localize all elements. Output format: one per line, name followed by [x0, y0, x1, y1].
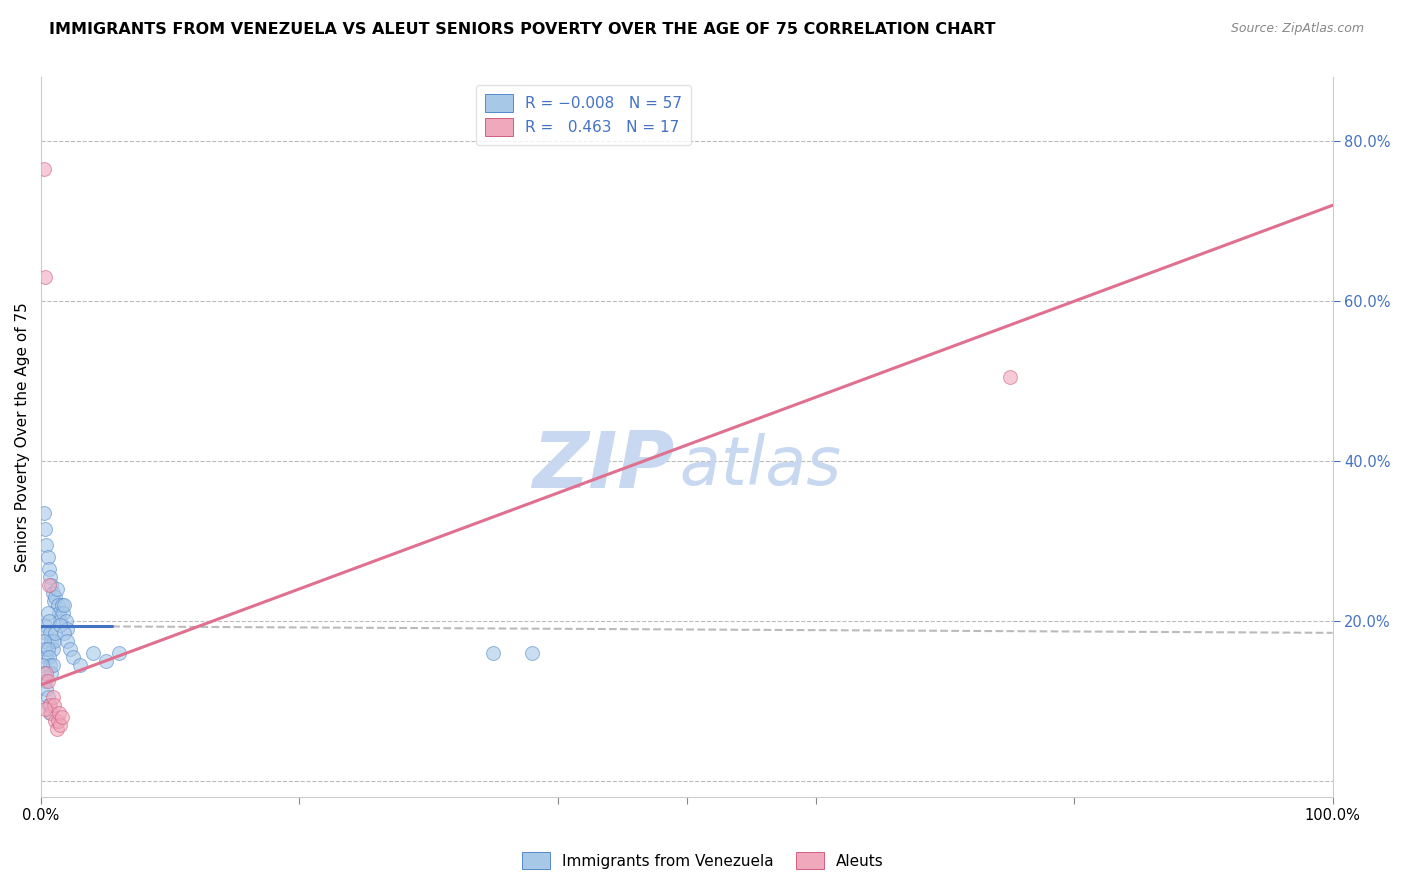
Point [56, 633, 79, 648]
Point [52, 606, 75, 620]
Point [39, 570, 62, 584]
Point [41, 665, 63, 680]
Point [82, 646, 104, 660]
Point [49, 718, 72, 732]
Point [34, 522, 56, 536]
Point [55, 614, 77, 628]
Point [56, 622, 79, 636]
Point [37, 673, 59, 688]
Point [34, 641, 56, 656]
Point [42, 690, 65, 704]
Text: ZIP: ZIP [531, 428, 673, 504]
Point [42, 698, 65, 712]
Point [38, 649, 60, 664]
Point [44, 714, 66, 728]
Point [34, 673, 56, 688]
Point [38, 578, 60, 592]
Point [107, 646, 129, 660]
Point [32, 506, 55, 520]
Point [48, 706, 70, 720]
Point [482, 646, 505, 660]
Point [53, 598, 76, 612]
Point [51, 710, 73, 724]
Point [520, 646, 543, 660]
Text: IMMIGRANTS FROM VENEZUELA VS ALEUT SENIORS POVERTY OVER THE AGE OF 75 CORRELATIO: IMMIGRANTS FROM VENEZUELA VS ALEUT SENIO… [49, 22, 995, 37]
Point [35, 625, 58, 640]
Point [45, 582, 67, 596]
Point [37, 641, 59, 656]
Point [94, 654, 117, 668]
Text: atlas: atlas [531, 433, 841, 499]
Point [32, 633, 55, 648]
Point [34, 270, 56, 285]
Point [39, 706, 62, 720]
Point [38, 614, 60, 628]
Legend: Immigrants from Venezuela, Aleuts: Immigrants from Venezuela, Aleuts [516, 846, 890, 875]
Point [37, 606, 59, 620]
Point [38, 562, 60, 576]
Point [42, 641, 65, 656]
Point [32, 162, 55, 177]
Point [37, 690, 59, 704]
Point [45, 722, 67, 736]
Point [39, 625, 62, 640]
Point [34, 702, 56, 716]
Point [46, 598, 69, 612]
Y-axis label: Seniors Poverty Over the Age of 75: Seniors Poverty Over the Age of 75 [15, 302, 30, 572]
Point [69, 657, 91, 672]
Point [42, 657, 65, 672]
Point [44, 625, 66, 640]
Text: Source: ZipAtlas.com: Source: ZipAtlas.com [1230, 22, 1364, 36]
Legend: R = −0.008   N = 57, R =   0.463   N = 17: R = −0.008 N = 57, R = 0.463 N = 17 [477, 85, 692, 145]
Point [41, 706, 63, 720]
Point [46, 714, 69, 728]
Point [58, 641, 80, 656]
Point [32, 665, 55, 680]
Point [44, 590, 66, 604]
Point [49, 618, 72, 632]
Point [42, 594, 65, 608]
Point [37, 549, 59, 564]
Point [35, 538, 58, 552]
Point [39, 698, 62, 712]
Point [51, 598, 73, 612]
Point [41, 633, 63, 648]
Point [39, 657, 62, 672]
Point [35, 665, 58, 680]
Point [31, 657, 53, 672]
Point [48, 606, 70, 620]
Point [53, 625, 76, 640]
Point [41, 578, 63, 592]
Point [35, 681, 58, 696]
Point [34, 618, 56, 632]
Point [62, 649, 84, 664]
Point [42, 586, 65, 600]
Point [42, 633, 65, 648]
Point [49, 614, 72, 628]
Point [35, 649, 58, 664]
Point [998, 370, 1021, 384]
Point [38, 698, 60, 712]
